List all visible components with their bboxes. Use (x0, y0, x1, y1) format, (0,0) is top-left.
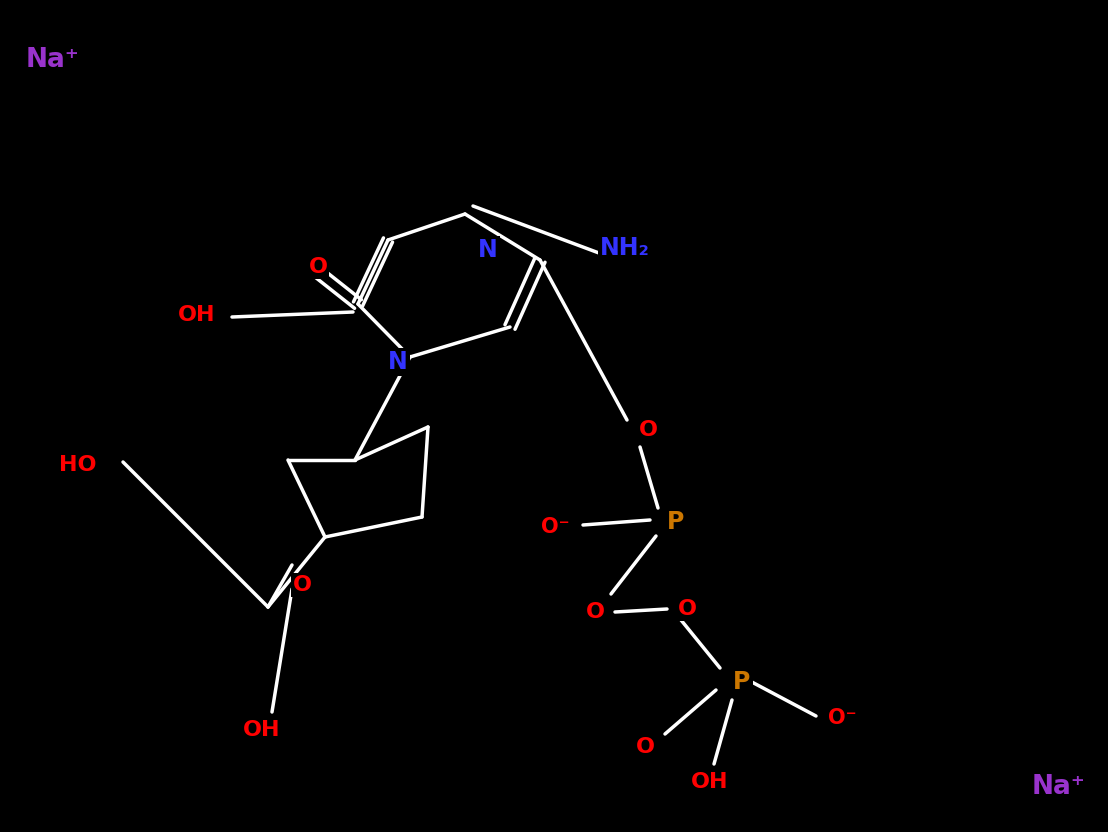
Text: Na⁺: Na⁺ (1032, 774, 1085, 800)
Text: P: P (733, 670, 751, 694)
Text: N: N (388, 350, 408, 374)
Text: P: P (667, 510, 685, 534)
Text: HO: HO (59, 455, 96, 475)
Text: N: N (479, 238, 497, 262)
Text: O: O (677, 599, 697, 619)
Text: O: O (636, 737, 655, 757)
Text: O⁻: O⁻ (828, 708, 856, 728)
Text: O: O (308, 257, 328, 277)
Text: Na⁺: Na⁺ (25, 47, 79, 73)
Text: NH₂: NH₂ (601, 236, 650, 260)
Text: O: O (638, 420, 657, 440)
Text: O: O (293, 575, 311, 595)
Text: OH: OH (178, 305, 216, 325)
Text: OH: OH (244, 720, 280, 740)
Text: O: O (585, 602, 605, 622)
Text: O⁻: O⁻ (541, 517, 570, 537)
Text: OH: OH (691, 772, 729, 792)
